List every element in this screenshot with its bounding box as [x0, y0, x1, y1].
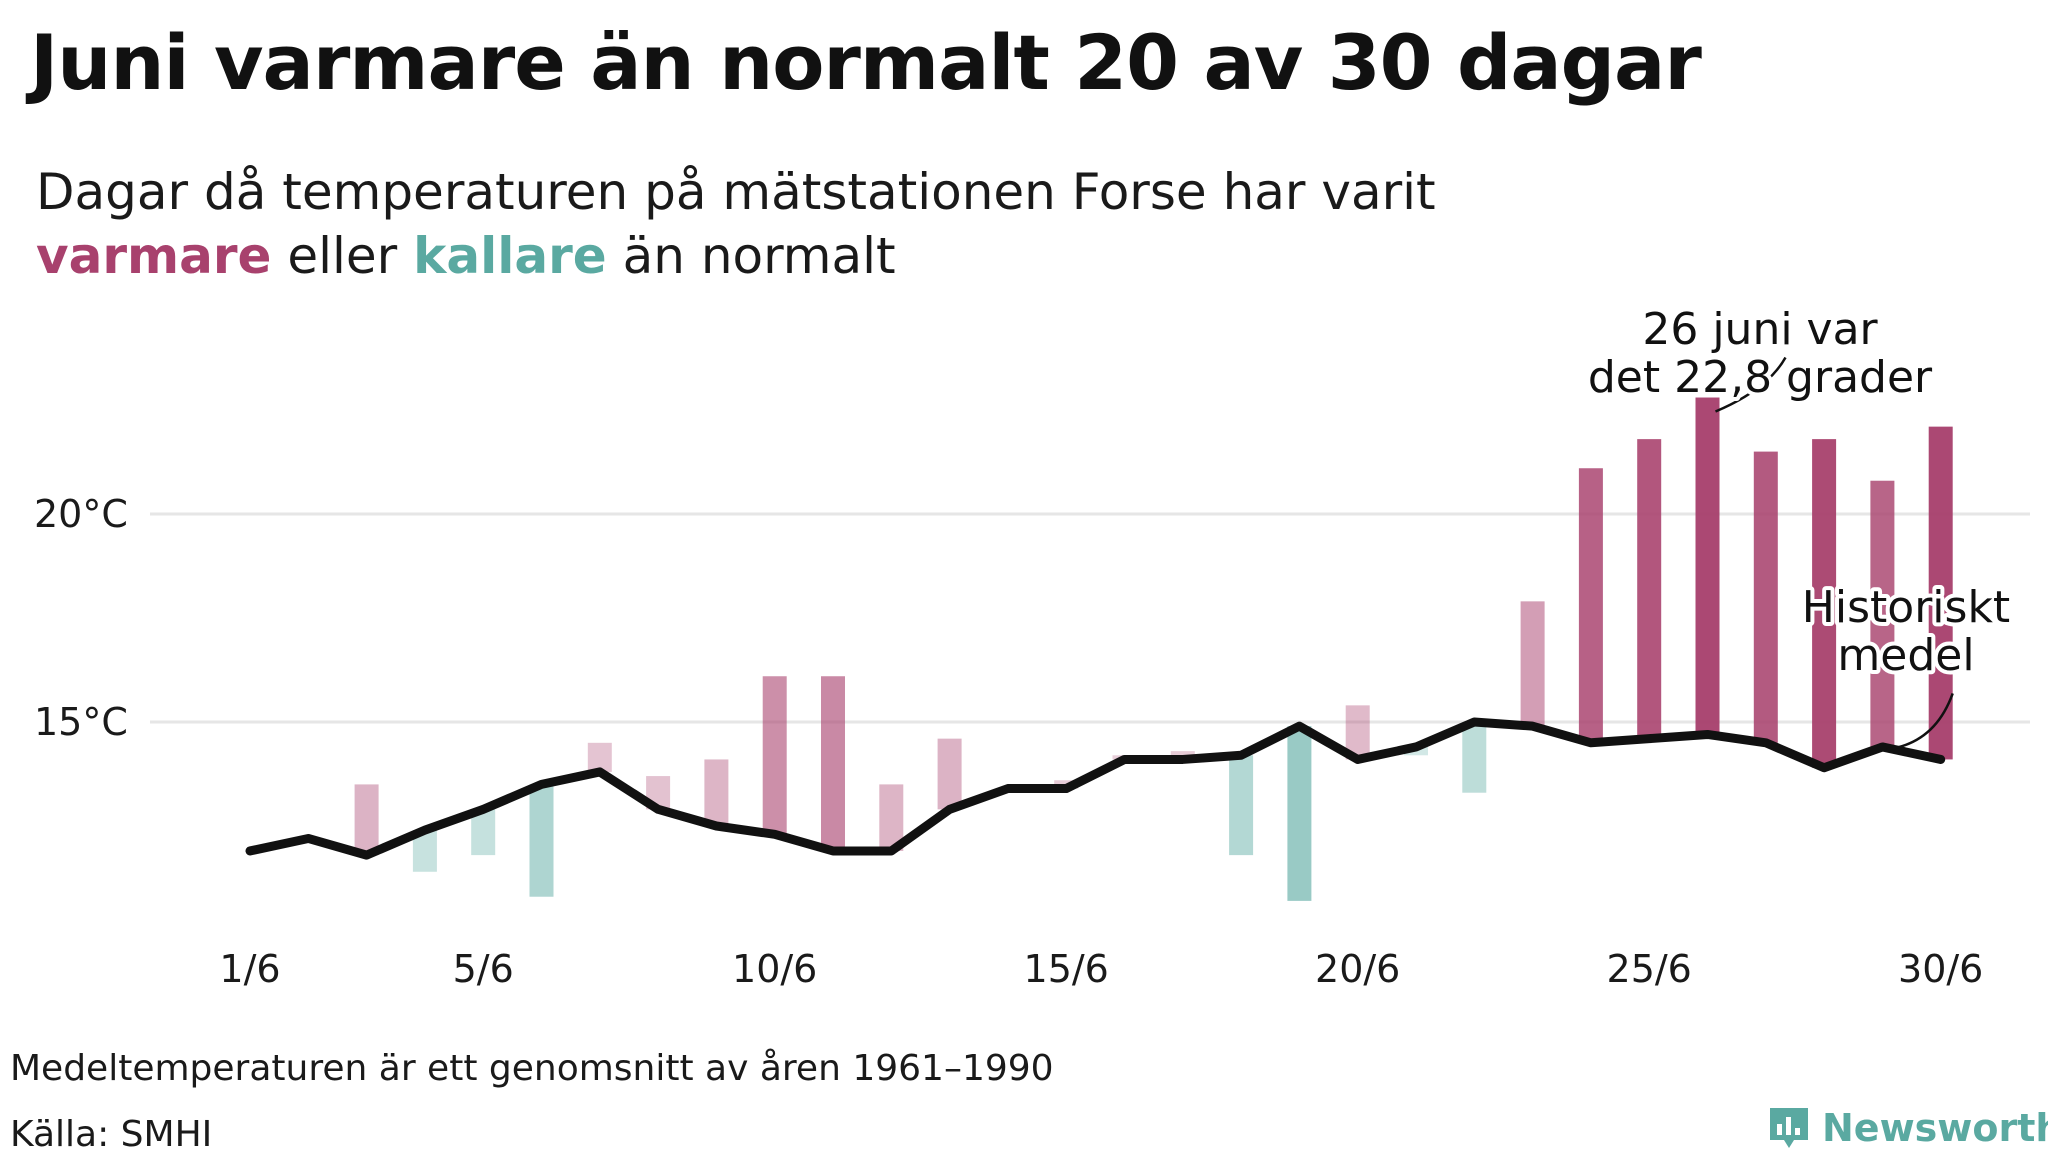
y-tick-label: 15°C [34, 700, 128, 744]
x-tick-label: 5/6 [453, 947, 514, 991]
bar-day-29 [1870, 480, 1895, 747]
bar-day-28 [1812, 439, 1837, 768]
annotation-peak-line1-halo: 26 juni var [1642, 304, 1878, 355]
subtitle-line2: varmare eller kallare än normalt [36, 224, 1436, 288]
chart-title: Juni varmare än normalt 20 av 30 dagar [30, 18, 1702, 107]
subtitle-cold-word: kallare [413, 227, 607, 285]
mean-line [245, 717, 1946, 860]
brand-name: Newsworthy [1822, 1106, 2048, 1150]
bar-day-9 [704, 759, 729, 826]
subtitle-line1: Dagar då temperaturen på mätstationen Fo… [36, 163, 1436, 221]
y-tick-label: 20°C [34, 492, 128, 536]
bar-day-18 [1229, 755, 1254, 856]
annotation-mean-pointer [1886, 693, 1954, 751]
bar-day-6 [529, 784, 554, 897]
annotation-peak-line2-halo: det 22,8 grader [1588, 352, 1933, 403]
annotation-peak-line1: 26 juni var [1642, 304, 1878, 355]
annotation-mean-line1: Historiskt [1802, 582, 2010, 633]
annotation-peak-pointer [1715, 356, 1787, 413]
x-tick-label: 10/6 [732, 947, 817, 991]
subtitle-warm-word: varmare [36, 227, 272, 285]
source: Källa: SMHI [10, 1114, 213, 1155]
annotation-mean-line1-halo: Historiskt [1802, 582, 2010, 633]
bar-day-24 [1578, 468, 1603, 743]
subtitle-mid: eller [287, 227, 398, 285]
x-tick-label: 1/6 [219, 947, 280, 991]
x-tick-label: 15/6 [1024, 947, 1109, 991]
bar-day-22 [1462, 722, 1487, 793]
bar-day-19 [1287, 726, 1312, 901]
chart-subtitle: Dagar då temperaturen på mätstationen Fo… [36, 160, 1436, 288]
x-tick-label: 30/6 [1898, 947, 1983, 991]
annotation-mean-line2-halo: medel [1837, 630, 1974, 681]
bar-day-3 [354, 784, 379, 856]
bar-chart-logo-icon [1770, 1108, 1808, 1148]
annotation-mean-line2: medel [1837, 630, 1974, 681]
bar-day-10 [762, 676, 787, 835]
bar-day-13 [937, 738, 962, 810]
bar-day-23 [1520, 601, 1545, 727]
bar-day-26 [1695, 397, 1720, 735]
x-tick-label: 25/6 [1607, 947, 1692, 991]
brand: Newsworthy [1766, 1104, 2048, 1152]
bar-day-27 [1753, 451, 1778, 743]
bar-day-7 [587, 742, 612, 772]
subtitle-end: än normalt [622, 227, 896, 285]
x-tick-label: 20/6 [1315, 947, 1400, 991]
bar-day-11 [821, 676, 845, 851]
footnote: Medeltemperaturen är ett genomsnitt av å… [10, 1048, 1054, 1089]
bar-day-25 [1637, 439, 1662, 739]
annotation-peak-line2: det 22,8 grader [1588, 352, 1933, 403]
